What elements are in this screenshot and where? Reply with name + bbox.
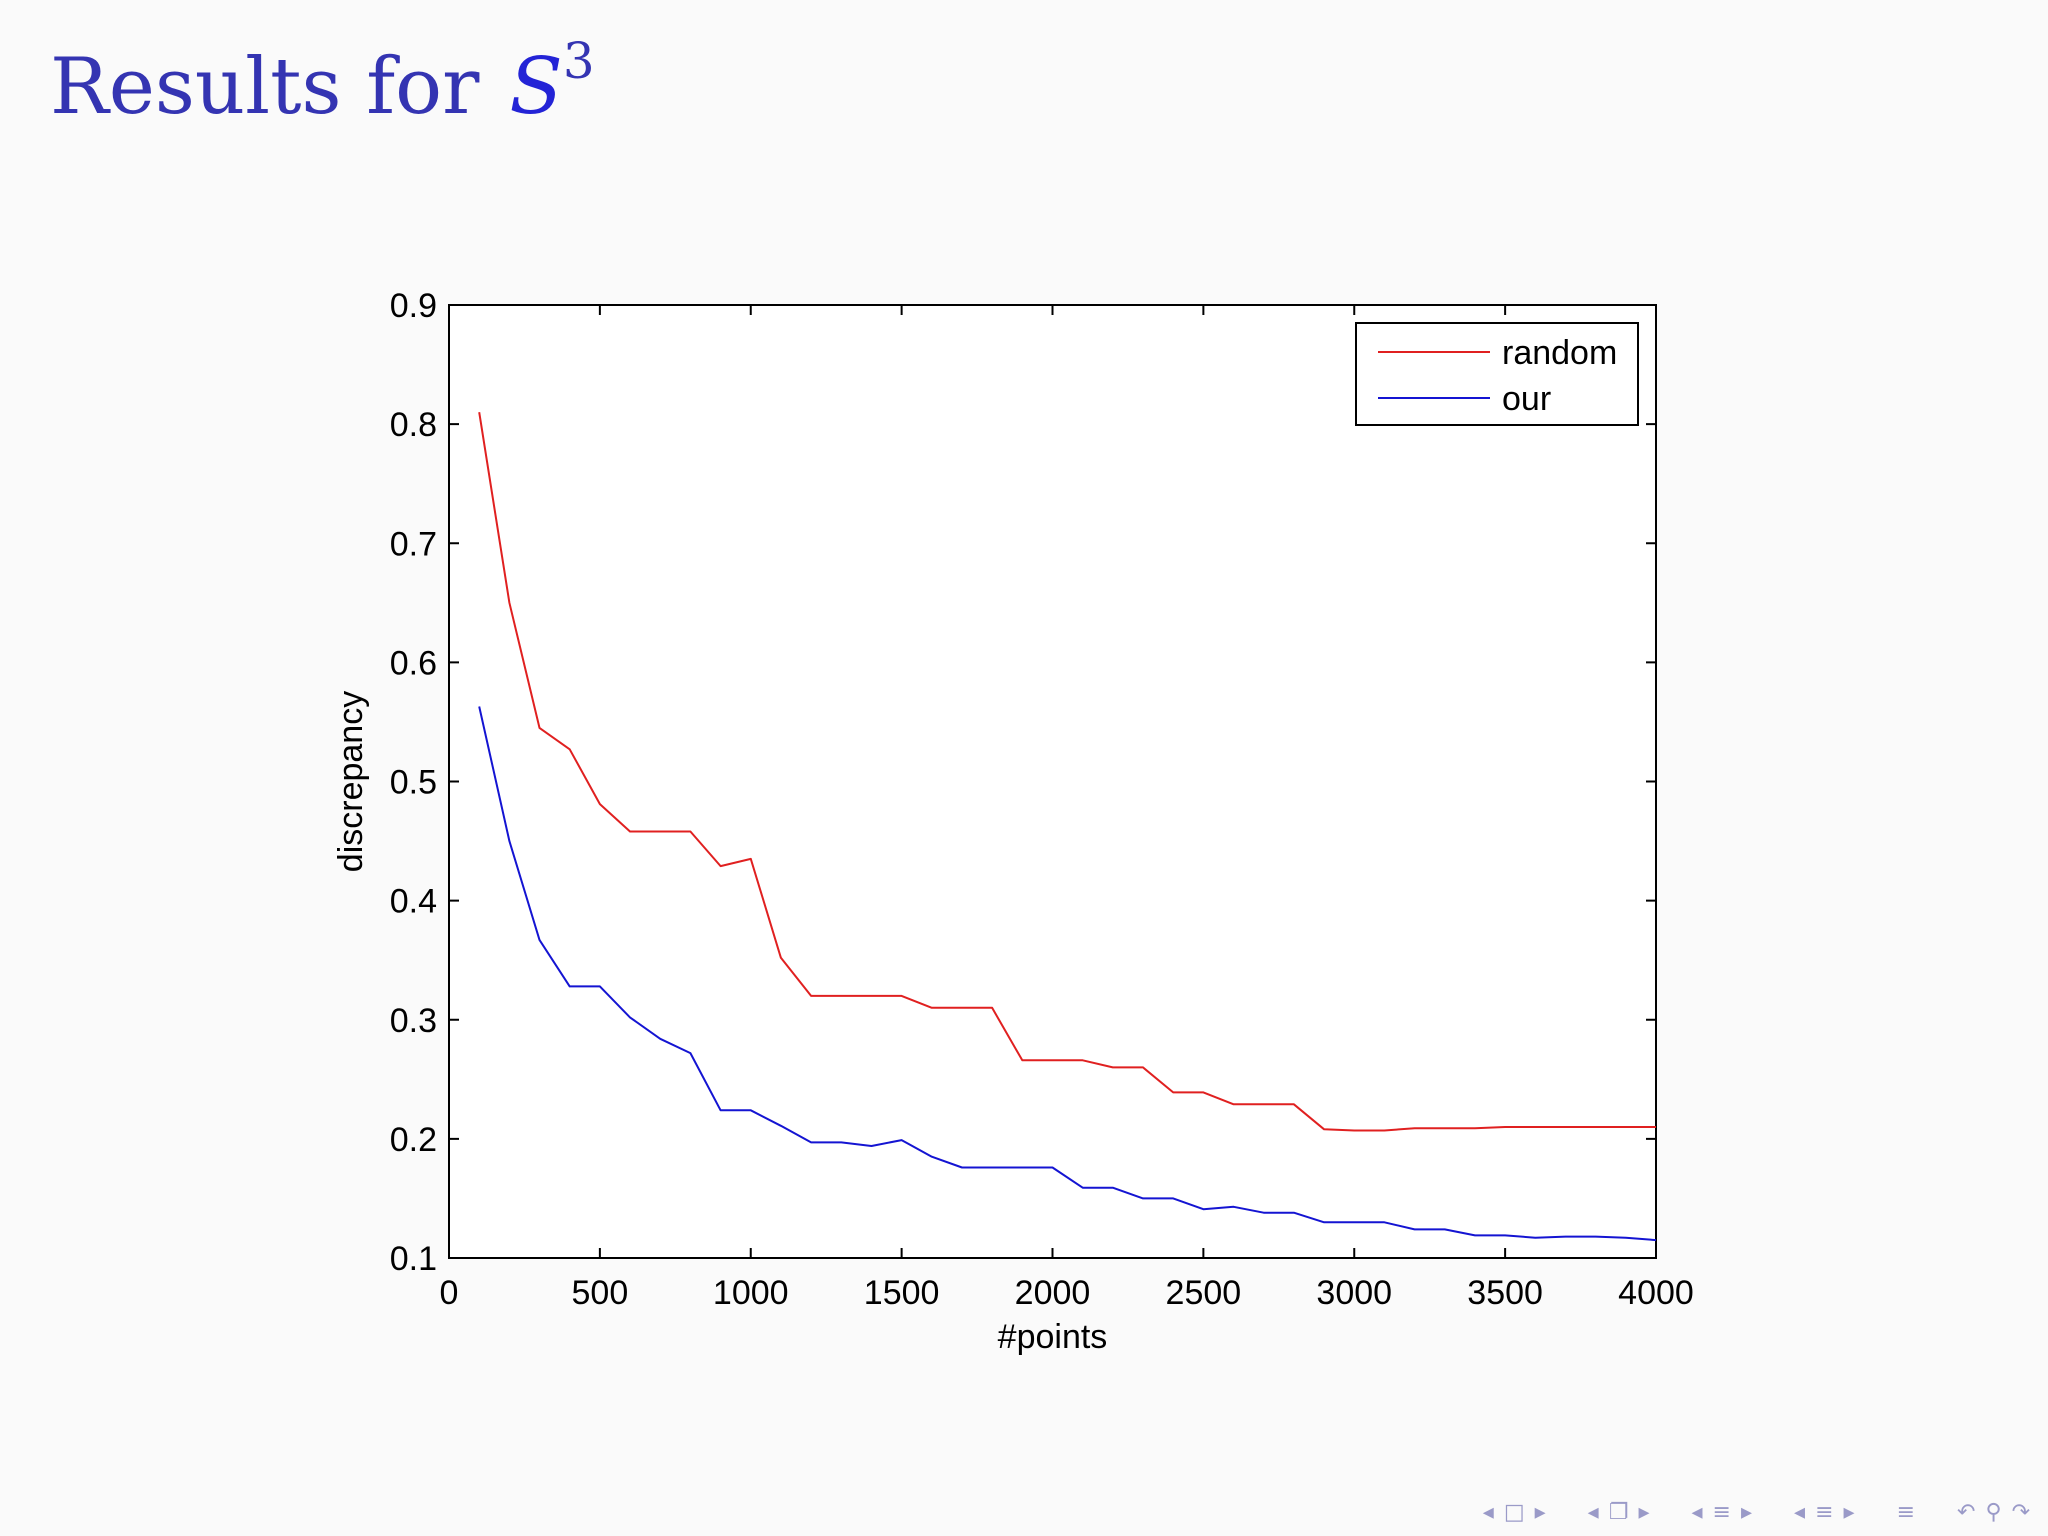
x-tick-label: 3000 <box>1316 1274 1392 1312</box>
y-axis-label: discrepancy <box>332 691 370 872</box>
legend-label-random: random <box>1502 334 1617 372</box>
x-axis-label: #points <box>998 1318 1108 1356</box>
nav-section-icon[interactable]: ≡ <box>1712 1499 1731 1525</box>
y-tick-label: 0.2 <box>390 1121 437 1159</box>
x-tick-label: 1500 <box>864 1274 940 1312</box>
slide-title-symbol: S <box>509 42 563 132</box>
y-tick-label: 0.7 <box>390 525 437 563</box>
nav-arrow-right-icon[interactable]: ▸ <box>1534 1499 1546 1525</box>
x-tick-label: 0 <box>440 1274 459 1312</box>
nav-subsection-icon[interactable]: ❐ <box>1608 1499 1629 1525</box>
nav-undo-icon[interactable]: ↶ <box>1957 1499 1976 1525</box>
series-line-our <box>478 706 1657 1242</box>
nav-search-icon[interactable]: ⚲ <box>1985 1499 2002 1525</box>
slide-title-text: Results for <box>50 42 480 132</box>
nav-arrow-right-icon[interactable]: ▸ <box>1843 1499 1855 1525</box>
y-tick-label: 0.1 <box>390 1240 437 1278</box>
x-tick-label: 2500 <box>1166 1274 1242 1312</box>
nav-appendix-icon[interactable]: ≡ <box>1896 1499 1915 1525</box>
x-tick-label: 1000 <box>713 1274 789 1312</box>
y-tick-label: 0.6 <box>390 644 437 682</box>
slide-title: Results for S3 <box>50 36 595 126</box>
nav-arrow-right-icon[interactable]: ▸ <box>1638 1499 1650 1525</box>
nav-arrow-left-icon[interactable]: ◂ <box>1794 1499 1806 1525</box>
nav-arrow-left-icon[interactable]: ◂ <box>1587 1499 1599 1525</box>
legend-box <box>1355 322 1639 426</box>
x-tick-label: 4000 <box>1618 1274 1694 1312</box>
x-tick-label: 500 <box>572 1274 629 1312</box>
slide-title-superscript: 3 <box>562 32 595 90</box>
nav-section-icon[interactable]: ≡ <box>1815 1499 1834 1525</box>
beamer-navigation-bar: ◂ □ ▸ ◂ ❐ ▸ ◂ ≡ ▸ ◂ ≡ ▸ ≡ ↶ ⚲ ↷ <box>1481 1496 2032 1528</box>
y-tick-label: 0.3 <box>390 1002 437 1040</box>
x-tick-label: 2000 <box>1015 1274 1091 1312</box>
y-tick-label: 0.5 <box>390 764 437 802</box>
nav-arrow-left-icon[interactable]: ◂ <box>1691 1499 1703 1525</box>
nav-arrow-left-icon[interactable]: ◂ <box>1482 1499 1494 1525</box>
legend-label-our: our <box>1502 380 1551 418</box>
plot-area <box>448 304 1657 1259</box>
nav-frame-icon[interactable]: □ <box>1503 1499 1525 1525</box>
y-tick-label: 0.4 <box>390 883 437 921</box>
nav-arrow-right-icon[interactable]: ▸ <box>1740 1499 1753 1525</box>
y-tick-label: 0.9 <box>390 287 437 325</box>
y-tick-label: 0.8 <box>390 406 437 444</box>
series-line-random <box>478 412 1656 1132</box>
nav-redo-icon[interactable]: ↷ <box>2011 1499 2030 1525</box>
x-tick-label: 3500 <box>1467 1274 1543 1312</box>
